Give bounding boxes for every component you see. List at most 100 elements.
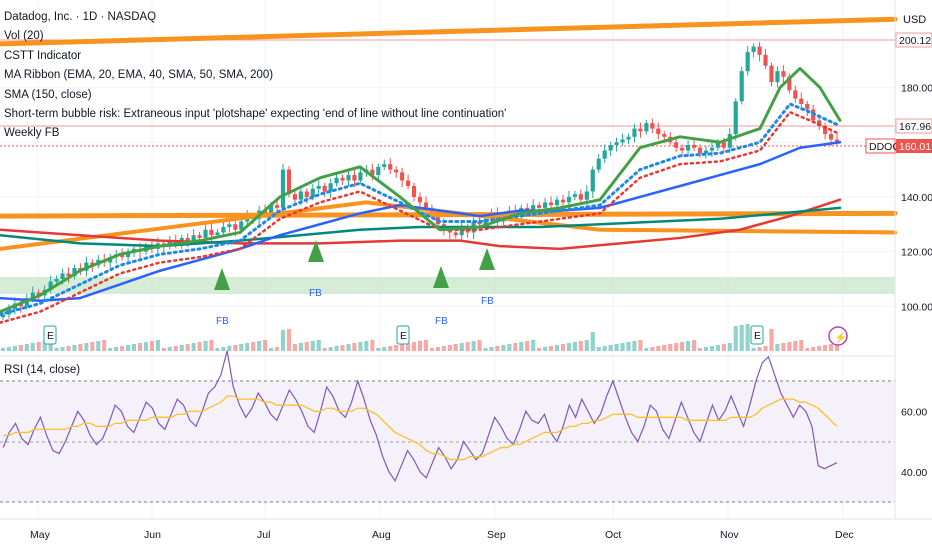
earnings-icon[interactable] — [750, 325, 764, 345]
candle-body — [828, 134, 834, 140]
volume-bar — [334, 346, 339, 351]
legend-weekly-fb[interactable]: Weekly FB — [4, 127, 60, 140]
candle-body — [328, 183, 333, 192]
volume-bar — [763, 346, 768, 351]
volume-bar — [149, 341, 154, 351]
volume-bar — [751, 348, 756, 351]
volume-bar — [674, 343, 679, 351]
lightning-icon-glyph: ⚡ — [834, 331, 847, 344]
orange-support-line — [0, 210, 898, 219]
volume-bar — [477, 340, 482, 351]
earnings-icon-glyph: E — [400, 330, 407, 342]
volume-bar — [537, 348, 542, 351]
volume-bar — [429, 348, 434, 351]
candle-body — [227, 224, 232, 227]
candle-body — [304, 191, 309, 197]
last-price-tag — [896, 139, 932, 153]
volume-bar — [358, 342, 363, 351]
volume-bar — [602, 346, 607, 351]
symbol-title[interactable]: Datadog, Inc. · 1D · NASDAQ — [4, 11, 157, 23]
y-tick-120: 120.00 — [901, 247, 932, 259]
volume-bar — [388, 346, 393, 351]
weekly-fb-label: FB — [435, 316, 448, 327]
candle-body — [376, 166, 381, 176]
volume-bar — [114, 347, 119, 351]
volume-bar — [465, 342, 470, 351]
candle-body — [578, 194, 583, 200]
symbol-tag — [865, 138, 896, 154]
buy-signal-marker — [479, 248, 495, 270]
volume-bar — [566, 343, 572, 351]
volume-bar — [0, 348, 6, 351]
volume-bar — [30, 343, 35, 351]
volume-bar — [215, 348, 220, 351]
legend-sma150[interactable]: SMA (150, close) — [4, 88, 92, 101]
candle-body — [572, 194, 577, 197]
volume-bar — [787, 342, 792, 351]
legend-cstt[interactable]: CSTT Indicator — [4, 49, 82, 62]
volume-bar — [590, 332, 595, 351]
candle-body — [388, 164, 393, 170]
candle-body — [185, 237, 190, 241]
y-tick-140: 140.00 — [901, 192, 932, 204]
candle-body — [417, 196, 423, 203]
volume-bar — [691, 340, 697, 351]
volume-bar — [346, 344, 351, 351]
earnings-icon[interactable] — [43, 325, 57, 345]
volume-bar — [60, 347, 65, 351]
volume-bar — [364, 341, 369, 351]
volume-bar — [108, 348, 113, 351]
candle-body — [620, 139, 625, 143]
volume-bar — [310, 341, 315, 351]
candle-body — [18, 303, 23, 307]
candle-body — [66, 273, 71, 277]
volume-bar — [709, 346, 714, 351]
volume-bar — [370, 340, 375, 351]
candle-body — [215, 232, 220, 236]
candle-body — [346, 175, 351, 181]
volume-bars — [0, 324, 840, 351]
volume-bar — [697, 348, 703, 351]
lightning-icon[interactable] — [828, 326, 848, 346]
candle-body — [691, 145, 697, 148]
volume-bar — [191, 343, 196, 351]
candle-body — [674, 142, 679, 148]
volume-bar — [245, 343, 250, 351]
volume-bar — [572, 342, 577, 351]
candle-body — [721, 142, 726, 148]
price-grid — [0, 0, 895, 519]
candle-body — [548, 202, 554, 206]
symbol-tag-label: DDOG — [869, 141, 901, 153]
candle-body — [697, 147, 703, 154]
volume-bar — [757, 347, 762, 351]
volume-bar — [137, 343, 143, 351]
candle-body — [537, 205, 542, 208]
candle-body — [48, 281, 53, 290]
legend-rsi[interactable]: RSI (14, close) — [4, 364, 81, 376]
weekly-fb-label: FB — [481, 296, 494, 307]
candle-body — [30, 292, 35, 299]
candle-body — [400, 172, 405, 181]
indicator-legend: Datadog, Inc. · 1D · NASDAQ Vol (20) CST… — [4, 8, 506, 144]
x-tick-jun: Jun — [144, 529, 161, 541]
candle-body — [221, 227, 226, 233]
legend-bubble-risk[interactable]: Short-term bubble risk: Extraneous input… — [4, 108, 507, 121]
volume-bar — [525, 341, 530, 351]
volume-bar — [548, 346, 554, 351]
volume-bar — [155, 340, 160, 351]
currency-label[interactable]: USD — [903, 14, 927, 26]
candle-body — [298, 191, 303, 200]
level-tag — [895, 32, 932, 48]
volume-bar — [102, 340, 107, 351]
candle-body — [769, 65, 774, 83]
earnings-icon[interactable] — [396, 325, 410, 345]
volume-bar — [382, 347, 387, 351]
candle-body — [352, 175, 357, 181]
volume-bar — [459, 343, 464, 351]
candle-body — [90, 262, 95, 266]
legend-vol[interactable]: Vol (20) — [4, 30, 44, 43]
candle-body — [322, 186, 327, 192]
legend-ma-ribbon[interactable]: MA Ribbon (EMA, 20, EMA, 40, SMA, 50, SM… — [4, 69, 274, 82]
candle-body — [584, 191, 589, 200]
